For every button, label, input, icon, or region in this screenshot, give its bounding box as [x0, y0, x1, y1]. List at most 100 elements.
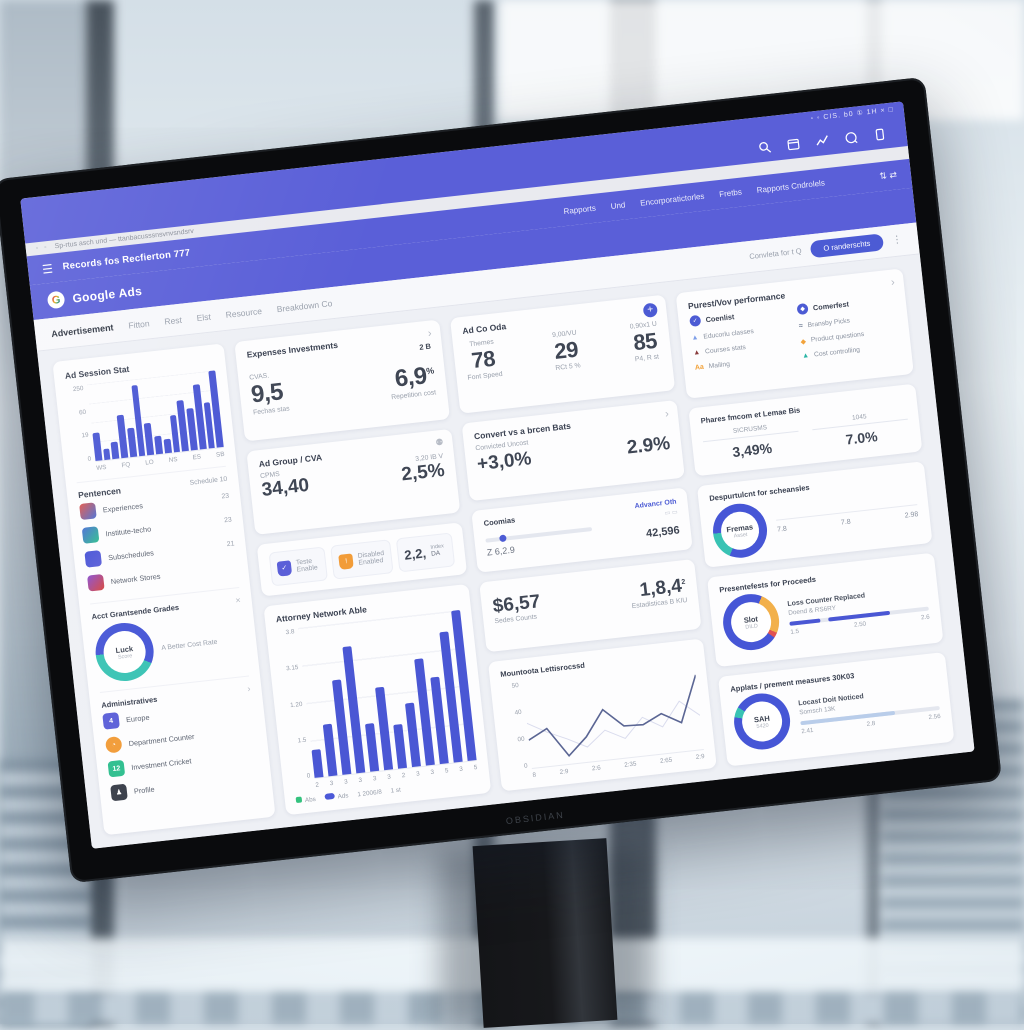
menu-icon[interactable]: ☰	[41, 261, 54, 277]
x-label: ES	[192, 453, 202, 462]
chevron-right-icon[interactable]: ›	[890, 276, 896, 289]
session-bar-chart	[87, 370, 224, 463]
analytics-icon[interactable]	[815, 133, 829, 147]
brand-name: Google Ads	[71, 283, 143, 306]
tab-1[interactable]: Fitton	[127, 317, 150, 331]
slot-card: Presentefests for Proceeds Slot DILD Loss…	[706, 552, 944, 668]
metric-vu: 9,00/VU 29 RCt 5 %	[551, 329, 581, 373]
add-button[interactable]: +	[642, 302, 659, 318]
x-label: 5	[473, 764, 478, 772]
metric-cvas: CVAS. 9,5 Fechas stas	[248, 372, 290, 417]
tab-4[interactable]: Resource	[225, 305, 263, 320]
completion-status: Convleta for t Q	[748, 246, 803, 262]
x-label: 2:9	[695, 753, 705, 761]
nav-item[interactable]: Rapports	[563, 203, 597, 217]
slot-donut-chart: Slot DILD	[720, 591, 783, 653]
phares-card: Phares fmcom et Lemae Bis SICRUSMS 3,49%…	[688, 383, 923, 477]
x-label: WS	[95, 463, 107, 472]
attorney-bar-chart	[298, 609, 477, 779]
bar	[163, 438, 172, 454]
adco-card: + Ad Co Oda Themes 78 Font Speed 9,00/VU…	[449, 294, 676, 414]
slider-knob[interactable]	[498, 534, 507, 543]
item-icon: ▲	[691, 334, 699, 342]
coomias-value-1: Z 6,2.9	[486, 544, 516, 558]
nav-item[interactable]: Und	[610, 200, 626, 212]
person-icon[interactable]: ⚉	[434, 436, 445, 448]
phares-metric-1: SICRUSMS 3,49%	[701, 420, 801, 463]
thumbnail-icon	[79, 502, 97, 521]
x-label: 3	[343, 778, 349, 786]
primary-action-button[interactable]: O randerschts	[809, 233, 885, 259]
x-label: 2:35	[623, 760, 637, 769]
close-icon[interactable]: ×	[234, 594, 242, 606]
help-icon[interactable]	[844, 130, 858, 144]
x-label: 2:65	[659, 756, 673, 765]
calendar-icon[interactable]	[786, 137, 800, 151]
x-label: 2:9	[559, 768, 569, 776]
legend-swatch	[295, 796, 303, 804]
metric-cpms: CPMS 34,40	[259, 470, 311, 501]
fremas-card: Despurtulcnt for scheansles Fremas Asset …	[696, 461, 933, 568]
tab-5[interactable]: Breakdown Co	[276, 297, 333, 314]
x-label: SB	[215, 450, 225, 459]
convert-value-1: +3,0%	[476, 448, 533, 476]
app-badge-icon: ♟	[110, 783, 128, 802]
bar	[144, 422, 155, 456]
item-icon: ▲	[692, 349, 701, 357]
nav-item[interactable]: Rapports Cndrolels	[756, 178, 826, 196]
bar	[322, 724, 338, 777]
chevron-right-icon[interactable]: ›	[427, 327, 433, 340]
x-label: 3	[329, 779, 334, 788]
app-badge-icon: ◔	[104, 735, 123, 754]
item-icon: ◆	[800, 337, 807, 346]
bar	[92, 432, 103, 462]
x-label: LO	[144, 458, 155, 467]
expenses-card: › Expenses Investments 2 B CVAS. 9,5 Fec…	[234, 319, 451, 442]
window-controls[interactable]: ◦ ◦ CIS. b0 ① 1H × □	[810, 106, 895, 123]
shield-icon: !	[338, 552, 355, 570]
sync-icon[interactable]: ⇅ ⇄	[878, 169, 898, 182]
tab-3[interactable]: Elst	[196, 311, 212, 323]
x-label: 3	[358, 776, 363, 785]
monitor: ◦ ◦ CIS. b0 ① 1H × □ ◦ ◦ Sp-rtus asch un…	[0, 76, 1003, 884]
tab-advertisement[interactable]: Advertisement	[50, 321, 114, 339]
perf-group-coenlist: ✓ Coenlist ▲ Educorlu classes ▲ Courses …	[689, 305, 793, 375]
tab-2[interactable]: Rest	[163, 314, 183, 327]
badge-tile[interactable]: ! Disabled Enabled	[330, 539, 394, 580]
chevron-right-icon[interactable]: ›	[246, 683, 251, 694]
convert-value-2: 2.9%	[625, 432, 672, 459]
x-label: 2	[315, 781, 320, 789]
chevron-right-icon[interactable]: ›	[664, 407, 670, 421]
column-3: + Ad Co Oda Themes 78 Font Speed 9,00/VU…	[449, 294, 717, 792]
url-bar-dots: ◦ ◦	[35, 243, 50, 253]
phares-metric-2: 1045 7.0%	[811, 408, 910, 451]
kebab-menu-icon[interactable]: ⋮	[891, 234, 903, 247]
badge-tile[interactable]: ✓ Teste Enable	[268, 546, 329, 587]
nav-item[interactable]: Fretbs	[718, 187, 743, 200]
nav-item[interactable]: Encorporatictorles	[639, 191, 705, 208]
badge-tile[interactable]: 2,2, Index DA	[395, 532, 456, 573]
bar	[365, 723, 380, 772]
coomias-value-2: 42,596	[645, 524, 681, 541]
monitor-brand: OBSIDIAN	[505, 809, 566, 827]
metric-themes: Themes 78 Font Speed	[467, 338, 503, 382]
x-label: 3	[430, 768, 435, 777]
convert-card: › Convert vs a brcen Bats Convicted Unco…	[461, 399, 685, 502]
x-label: 5	[444, 767, 449, 775]
bar	[311, 749, 324, 778]
slot-detail: Loss Counter Replaced Doend & RS6RY 1.5 2…	[786, 591, 930, 636]
achievements-section: Administratives › 4 Europe ◔ Department …	[99, 675, 262, 806]
device-icon[interactable]	[873, 127, 887, 141]
bar	[102, 448, 111, 461]
perf-group-comerfest: ◆ Comerfest ≈ Bransby Picks ◆ Product qu…	[796, 293, 901, 363]
search-icon[interactable]	[757, 140, 772, 154]
luck-donut-chart: Luck Score	[92, 620, 157, 685]
shield-icon: ✓	[276, 559, 293, 577]
progress-segment	[789, 618, 821, 626]
bar	[393, 724, 408, 769]
adgroup-card: ⚉ Ad Group / CVA CPMS 34,40 3,20 IB V 2,…	[246, 428, 461, 535]
donut-caption: A Better Cost Rate	[161, 638, 218, 652]
thumbnail-icon	[84, 550, 103, 568]
performance-card: › Purest/Vov performance ✓ Coenlist ▲ Ed…	[675, 268, 914, 399]
bar	[154, 435, 163, 455]
